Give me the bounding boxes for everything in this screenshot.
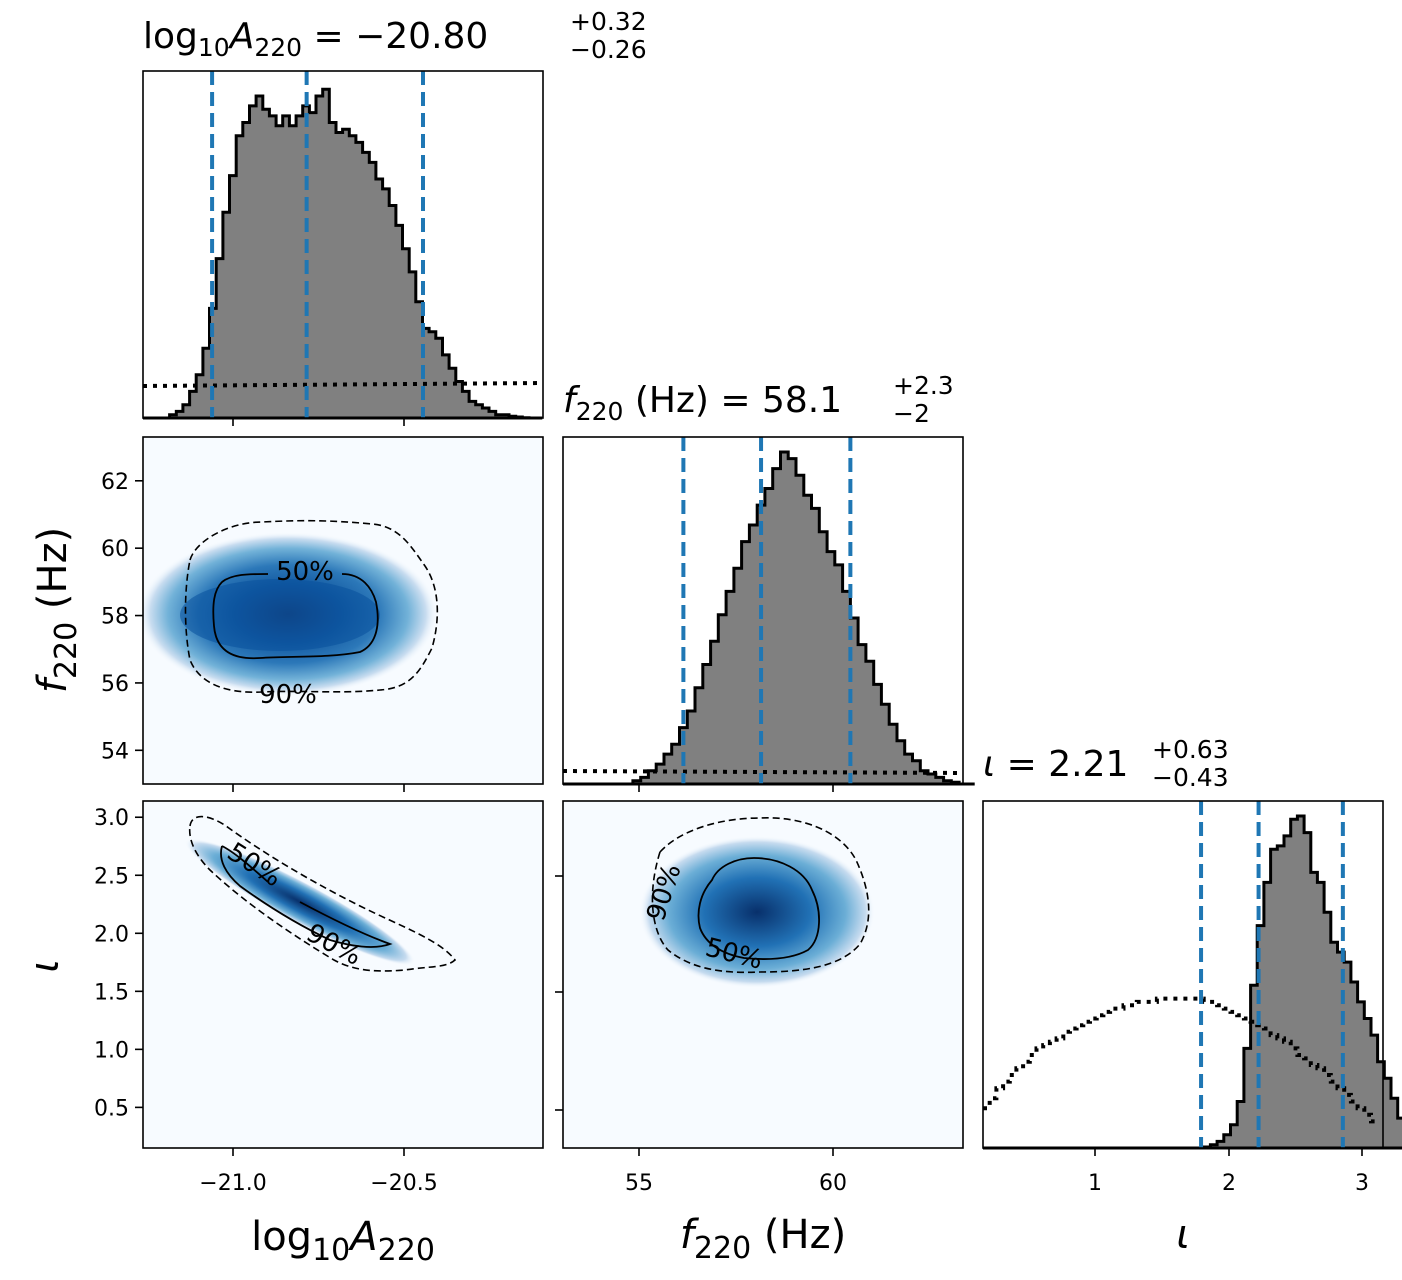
iota-prior-curve xyxy=(983,996,1378,1124)
iota-title: ι = 2.21 xyxy=(983,744,1128,785)
f-prior-line xyxy=(562,769,964,775)
iota-xtick-label: 1 xyxy=(1088,1171,1102,1196)
panel-logA-histogram: log10A220 = −20.80 +0.32 −0.26 xyxy=(142,7,647,426)
f-xtick-label: 60 xyxy=(819,1171,847,1196)
logA-xlabel: log10A220 xyxy=(251,1214,435,1268)
logA-title: log10A220 = −20.80 xyxy=(143,16,488,62)
iota-logA-frame xyxy=(142,800,544,1149)
iota-xtick-label: 2 xyxy=(1222,1171,1236,1196)
logA-prior-line xyxy=(142,381,544,388)
f-ytick-label: 58 xyxy=(101,605,129,630)
iota-ytick-label: 2.0 xyxy=(94,922,129,947)
logA-xtick-label: −20.5 xyxy=(370,1171,437,1196)
iota-ytick-label: 0.5 xyxy=(94,1096,129,1121)
iota-ytick-label: 1.5 xyxy=(94,980,129,1005)
f-ytick-label: 60 xyxy=(101,537,129,562)
f-hist-frame xyxy=(562,436,964,785)
iota-xtick-label: 3 xyxy=(1355,1171,1369,1196)
f-ylabel: f220 (Hz) xyxy=(30,527,84,693)
iota-ytick-label: 2.5 xyxy=(94,864,129,889)
logA-title-lower: −0.26 xyxy=(570,35,647,64)
panel-iota-vs-logA: 50% 90% 0.51.01.52.02.53.0 −21.0 −20.5 l… xyxy=(22,800,544,1268)
iota-title-upper: +0.63 xyxy=(1152,735,1229,764)
f-logA-label-90: 90% xyxy=(259,680,317,710)
logA-histogram-bars xyxy=(143,87,543,420)
f-ytick-label: 54 xyxy=(101,739,129,764)
f-logA-frame xyxy=(142,436,544,785)
panel-iota-histogram: ι = 2.21 +0.63 −0.43 1 2 3 ι xyxy=(982,735,1402,1258)
panel-f-vs-logA: 50% 90% 54 56 58 60 62 f220 (Hz) xyxy=(30,436,544,792)
iota-f-contour-90 xyxy=(651,817,870,974)
f-ytick-label: 62 xyxy=(101,470,129,495)
logA-xtick-label: −21.0 xyxy=(199,1171,266,1196)
iota-ytick-label: 1.0 xyxy=(94,1038,129,1063)
logA-hist-frame xyxy=(142,70,544,419)
f-title-lower: −2 xyxy=(893,399,930,428)
iota-ylabel: ι xyxy=(22,959,68,973)
f-logA-contour-50 xyxy=(212,573,379,660)
f-ytick-label: 56 xyxy=(101,672,129,697)
iota-title-lower: −0.43 xyxy=(1152,763,1229,792)
iota-ytick-label: 3.0 xyxy=(94,806,129,831)
iota-prior-path xyxy=(983,996,1378,1124)
iota-f-density xyxy=(639,836,875,988)
iota-histogram-bars xyxy=(983,814,1402,1150)
iota-hist-frame xyxy=(982,800,1384,1149)
logA-title-upper: +0.32 xyxy=(570,7,647,36)
f-logA-label-50: 50% xyxy=(276,557,334,587)
iota-quantile-lines xyxy=(1199,801,1345,1148)
f-histogram-path xyxy=(563,450,975,786)
f-yticks: 54 56 58 60 62 xyxy=(101,470,143,764)
iota-logA-contour-90 xyxy=(188,815,457,972)
iota-histogram-path xyxy=(983,814,1402,1150)
iota-f-frame xyxy=(562,800,964,1149)
logA-histogram-path xyxy=(143,87,543,420)
f-xlabel: f220 (Hz) xyxy=(680,1212,846,1266)
f-quantile-lines xyxy=(681,437,853,784)
f-logA-contour-90 xyxy=(184,519,439,693)
iota-xlabel: ι xyxy=(1176,1212,1190,1258)
f-logA-density-core xyxy=(180,579,380,651)
f-title-upper: +2.3 xyxy=(893,371,954,400)
f-histogram-bars xyxy=(563,450,975,786)
iota-logA-contour-50 xyxy=(220,845,393,948)
panel-f-histogram: f220 (Hz) = 58.1 +2.3 −2 xyxy=(562,371,975,792)
iota-f-contour-50 xyxy=(697,857,820,960)
panel-iota-vs-f: 90% 50% 55 60 f220 (Hz) xyxy=(555,800,964,1266)
f-xtick-label: 55 xyxy=(625,1171,653,1196)
logA-quantile-lines xyxy=(210,71,425,418)
iota-yticks: 0.5 1.0 1.5 2.0 2.5 3.0 xyxy=(94,806,143,1121)
f-title: f220 (Hz) = 58.1 xyxy=(563,380,842,426)
